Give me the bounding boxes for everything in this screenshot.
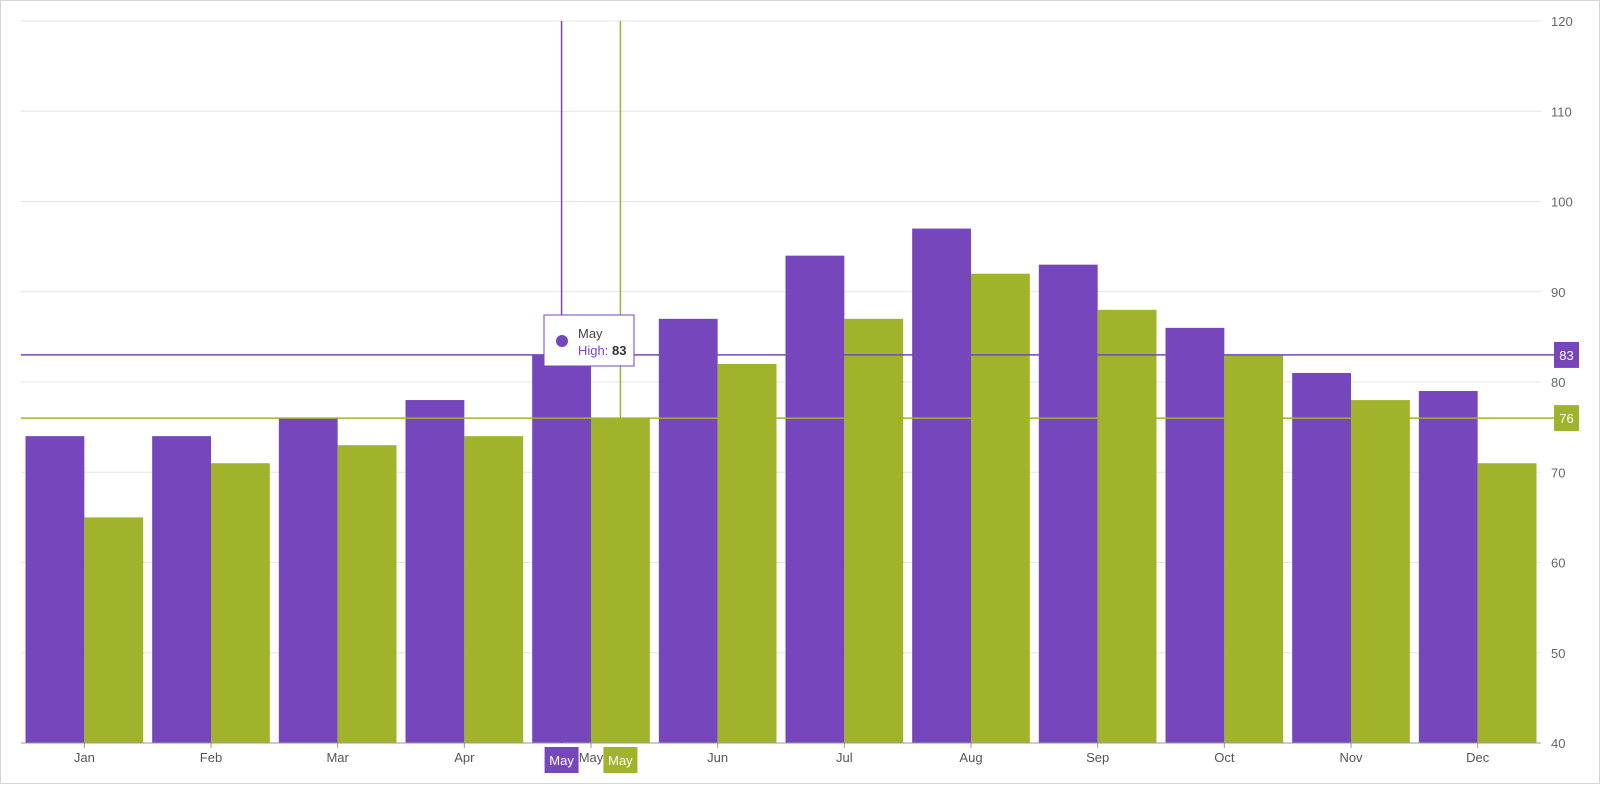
crosshair-category-badge-text-1: May [549, 753, 574, 768]
bar-series-1-jun[interactable] [658, 318, 718, 743]
y-tick-label: 120 [1551, 14, 1573, 29]
bar-series-1-sep[interactable] [1038, 264, 1098, 743]
bar-series-2-nov[interactable] [1351, 400, 1410, 743]
x-tick-label: Feb [200, 750, 222, 765]
x-tick-label: Mar [326, 750, 349, 765]
bar-series-1-nov[interactable] [1292, 372, 1351, 743]
crosshair-value-badge-text-2: 76 [1559, 411, 1573, 426]
crosshair-category-badge-1 [544, 747, 579, 773]
x-tick-label: Aug [959, 750, 982, 765]
bar-series-2-aug[interactable] [971, 273, 1030, 743]
y-tick-label: 50 [1551, 646, 1565, 661]
y-axis-ticks: 40 50 60 70 80 90 100 110 120 [1551, 14, 1573, 751]
bar-series-2-feb[interactable] [211, 463, 270, 743]
bar-series-1-oct[interactable] [1165, 327, 1225, 743]
grid-lines [21, 20, 1541, 654]
tooltip-series-label: High: 83 [578, 343, 626, 358]
bar-series-2-sep[interactable] [1097, 309, 1157, 743]
tooltip: May High: 83 [543, 314, 635, 367]
x-tick-label: Dec [1466, 750, 1490, 765]
bar-series-1-feb[interactable] [152, 436, 211, 743]
tooltip-series-marker [556, 335, 568, 347]
crosshair-category-badge-text-2: May [608, 753, 633, 768]
bar-series-2-dec[interactable] [1477, 463, 1537, 743]
crosshair-category-badge-2 [603, 747, 638, 773]
bar-series-1-jan[interactable] [25, 436, 85, 743]
x-tick-label: May [579, 750, 604, 765]
y-tick-label: 70 [1551, 465, 1565, 480]
y-tick-label: 60 [1551, 556, 1565, 571]
bar-series-2-jun[interactable] [717, 363, 777, 743]
y-tick-label: 80 [1551, 375, 1565, 390]
bar-series-2-jul[interactable] [844, 318, 904, 743]
bar-series-1-apr[interactable] [405, 400, 465, 743]
x-tick-label: Sep [1086, 750, 1109, 765]
bar-series-1-aug[interactable] [912, 228, 971, 743]
bar-series-1-mar[interactable] [278, 418, 338, 743]
x-axis-ticks: Jan Feb Mar Apr May Jun Jul Aug Sep Oct Nov Dec [74, 743, 1490, 765]
x-tick-label: Apr [454, 750, 475, 765]
y-tick-label: 90 [1551, 285, 1565, 300]
x-tick-label: Nov [1339, 750, 1363, 765]
y-tick-label: 100 [1551, 195, 1573, 210]
crosshair: 83 May 76 May [21, 21, 1579, 773]
x-tick-label: Jan [74, 750, 95, 765]
crosshair-value-badge-2 [1554, 405, 1579, 432]
bars [25, 228, 1537, 743]
bar-series-1-jul[interactable] [785, 255, 845, 743]
tooltip-value: 83 [612, 343, 626, 358]
bar-series-2-jan[interactable] [84, 517, 144, 743]
bar-series-1-dec[interactable] [1418, 391, 1478, 743]
x-tick-label: Jun [707, 750, 728, 765]
crosshair-value-badge-1 [1554, 341, 1579, 368]
bar-series-2-oct[interactable] [1224, 354, 1284, 743]
crosshair-value-badge-text-1: 83 [1559, 348, 1573, 363]
bar-series-2-apr[interactable] [464, 436, 524, 743]
y-tick-label: 40 [1551, 736, 1565, 751]
y-tick-label: 110 [1551, 104, 1572, 119]
x-tick-label: Oct [1214, 750, 1235, 765]
bar-series-2-mar[interactable] [337, 445, 397, 743]
tooltip-title: May [578, 326, 603, 341]
x-tick-label: Jul [836, 750, 853, 765]
